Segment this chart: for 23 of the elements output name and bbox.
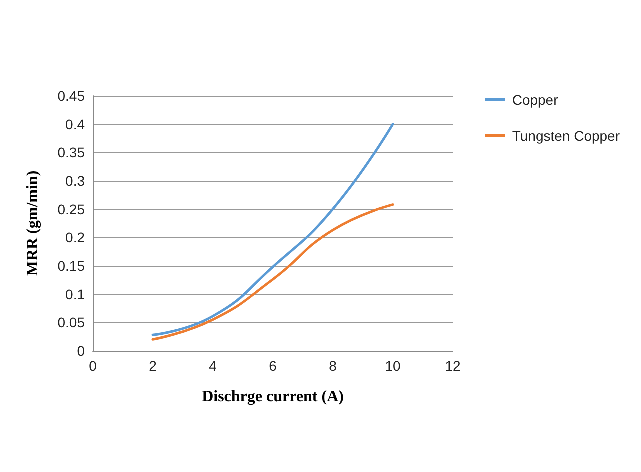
y-tick-label: 0.25 <box>58 201 86 218</box>
y-tick-label: 0.2 <box>66 230 86 246</box>
y-tick-label: 0.3 <box>66 173 86 189</box>
x-tick-label: 4 <box>209 358 218 374</box>
x-tick-label: 6 <box>269 358 278 374</box>
line-series <box>152 204 394 341</box>
y-tick-label: 0.45 <box>58 88 86 104</box>
y-tick-label: 0.1 <box>66 286 86 302</box>
y-tick-label: 0 <box>77 343 86 359</box>
x-tick-label: 2 <box>149 358 158 374</box>
x-tick-label: 10 <box>385 358 401 374</box>
x-tick-label: 12 <box>445 358 461 374</box>
line-series <box>152 123 394 336</box>
y-tick-label: 0.05 <box>58 314 86 331</box>
x-axis-title: Dischrge current (A) <box>202 388 344 406</box>
x-tick-label: 8 <box>329 358 338 374</box>
legend-label: Copper <box>512 92 559 108</box>
x-tick-label: 0 <box>89 358 98 374</box>
y-axis-title: MRR (gm/min) <box>24 170 42 276</box>
legend-label: Tungsten Copper <box>512 128 620 144</box>
y-tick-label: 0.35 <box>58 144 86 161</box>
y-tick-label: 0.15 <box>58 258 86 274</box>
y-tick-label: 0.4 <box>66 116 86 132</box>
